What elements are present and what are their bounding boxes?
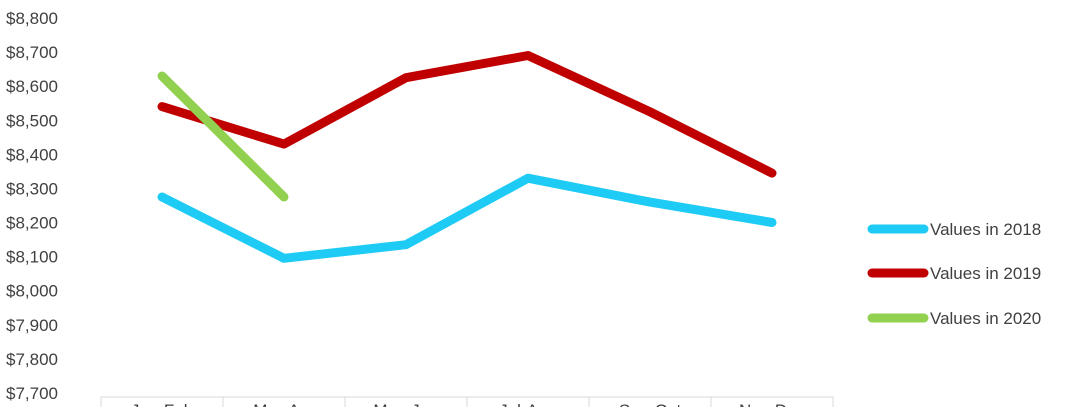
- y-tick-label: $8,800: [6, 9, 58, 28]
- x-tick-label: Mar-Apr: [253, 401, 315, 407]
- y-tick-label: $8,700: [6, 43, 58, 62]
- y-tick-label: $8,300: [6, 179, 58, 198]
- x-tick-label: Jan-Feb: [131, 401, 193, 407]
- y-tick-label: $7,700: [6, 384, 58, 403]
- series-line-values-in-2020: [157, 71, 289, 202]
- legend-label: Values in 2020: [930, 309, 1041, 328]
- y-tick-label: $7,800: [6, 350, 58, 369]
- legend-label: Values in 2019: [930, 264, 1041, 283]
- y-tick-label: $8,000: [6, 282, 58, 301]
- legend[interactable]: Values in 2018 Values in 2019 Values in 20…: [867, 220, 1041, 328]
- series-line-values-in-2018: [157, 173, 777, 263]
- x-tick-label: Nov-Dec: [739, 401, 806, 407]
- y-tick-label: $8,400: [6, 145, 58, 164]
- x-tick-label: May-Jun: [373, 401, 438, 407]
- y-tick-label: $8,500: [6, 111, 58, 130]
- y-tick-label: $8,600: [6, 77, 58, 96]
- series-layer: [157, 51, 777, 263]
- series-line-values-in-2019: [157, 51, 777, 178]
- x-axis: Jan-Feb Mar-Apr May-Jun Jul-Aug Sep-Oct Nov-D…: [100, 396, 834, 407]
- y-axis: $7,700 $7,800 $7,900 $8,000 $8,100 $8,200 $8,3…: [6, 9, 58, 403]
- legend-item-values-in-2018[interactable]: Values in 2018: [867, 220, 1041, 239]
- y-tick-label: $8,200: [6, 214, 58, 233]
- legend-label: Values in 2018: [930, 220, 1041, 239]
- legend-item-values-in-2020[interactable]: Values in 2020: [867, 309, 1041, 328]
- y-tick-label: $7,900: [6, 316, 58, 335]
- x-tick-label: Sep-Oct: [619, 401, 682, 407]
- x-tick-label: Jul-Aug: [499, 401, 557, 407]
- y-tick-label: $8,100: [6, 248, 58, 267]
- legend-item-values-in-2019[interactable]: Values in 2019: [867, 264, 1041, 283]
